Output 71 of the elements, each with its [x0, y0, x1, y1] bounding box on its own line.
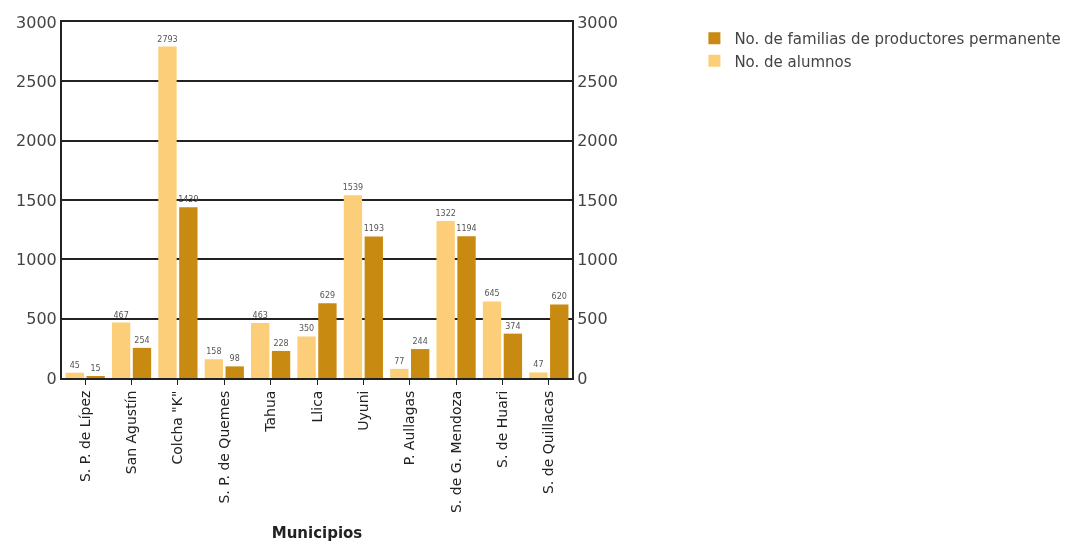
bar: [529, 372, 548, 378]
bar: [343, 195, 363, 378]
y2-tick-label: 1000: [577, 249, 618, 269]
bar: [111, 322, 131, 378]
data-label: 467: [113, 310, 129, 320]
data-label: 1194: [456, 224, 477, 234]
bar: [251, 323, 270, 378]
y-tick-label: 2000: [16, 131, 57, 151]
bar: [364, 236, 383, 378]
x-tick-label: Uyuni: [354, 390, 371, 431]
data-label: 228: [273, 338, 289, 348]
data-label: 1193: [363, 224, 384, 234]
data-label: 98: [229, 354, 240, 364]
legend-label: No. de familias de productores permanente: [734, 30, 1061, 49]
data-label: 1539: [342, 183, 364, 193]
bar: [550, 304, 569, 378]
data-label: 374: [505, 321, 521, 331]
x-tick-label: Tahua: [262, 390, 279, 433]
data-label: 244: [412, 337, 428, 347]
data-label: 15: [90, 364, 101, 373]
bar: [271, 350, 291, 378]
data-label: 254: [134, 335, 150, 345]
bar: [204, 359, 224, 378]
data-label: 350: [298, 324, 315, 334]
y2-tick-label: 3000: [577, 12, 618, 32]
bar: [179, 207, 198, 378]
x-tick-label: S. de Huari: [494, 390, 510, 468]
bar: [482, 301, 502, 378]
y2-tick-label: 2000: [577, 131, 618, 151]
data-label: 158: [206, 347, 222, 357]
bar: [158, 46, 177, 378]
data-label: 629: [319, 291, 336, 301]
x-tick-label: S. P. de Quemes: [215, 390, 232, 504]
data-label: 645: [484, 289, 500, 299]
x-tick-label: S. P. de Lípez: [76, 390, 93, 483]
x-tick-label: S. de G. Mendoza: [447, 390, 464, 514]
data-label: 47: [533, 360, 544, 370]
bar: [457, 236, 476, 378]
data-label: 1322: [435, 209, 456, 219]
data-label: 620: [551, 292, 567, 302]
bar: [65, 372, 84, 378]
data-label: 2793: [157, 34, 178, 44]
bar: [390, 368, 409, 378]
legend-label: No. de alumnos: [734, 52, 852, 71]
x-tick-label: Colcha "K": [169, 390, 186, 465]
y2-tick-label: 0: [577, 368, 588, 388]
y-tick-label: 1000: [16, 249, 57, 269]
bar: [225, 366, 244, 378]
y-tick-label: 0: [46, 368, 57, 388]
x-axis-title: Municipios: [271, 523, 363, 542]
x-tick-label: P. Aullagas: [401, 390, 418, 466]
x-tick-label: Llica: [308, 390, 325, 423]
y-tick-label: 3000: [16, 12, 57, 32]
data-label: 77: [394, 356, 405, 366]
x-tick-label: S. de Quillacas: [540, 390, 557, 495]
bar: [297, 336, 316, 378]
data-label: 1439: [178, 195, 199, 205]
bar: [318, 303, 337, 378]
bar: [132, 347, 152, 378]
data-label: 463: [252, 311, 268, 321]
x-tick-label: San Agustín: [123, 390, 140, 475]
data-label: 45: [69, 360, 80, 370]
bar: [503, 333, 523, 378]
y2-tick-label: 2500: [577, 71, 618, 91]
y-tick-label: 1500: [16, 190, 57, 210]
y-tick-label: 500: [26, 309, 57, 329]
bar: [436, 221, 455, 378]
y2-tick-label: 1500: [577, 190, 618, 210]
bar: [410, 349, 430, 378]
y-tick-label: 2500: [16, 71, 57, 91]
y2-tick-label: 500: [577, 309, 608, 329]
